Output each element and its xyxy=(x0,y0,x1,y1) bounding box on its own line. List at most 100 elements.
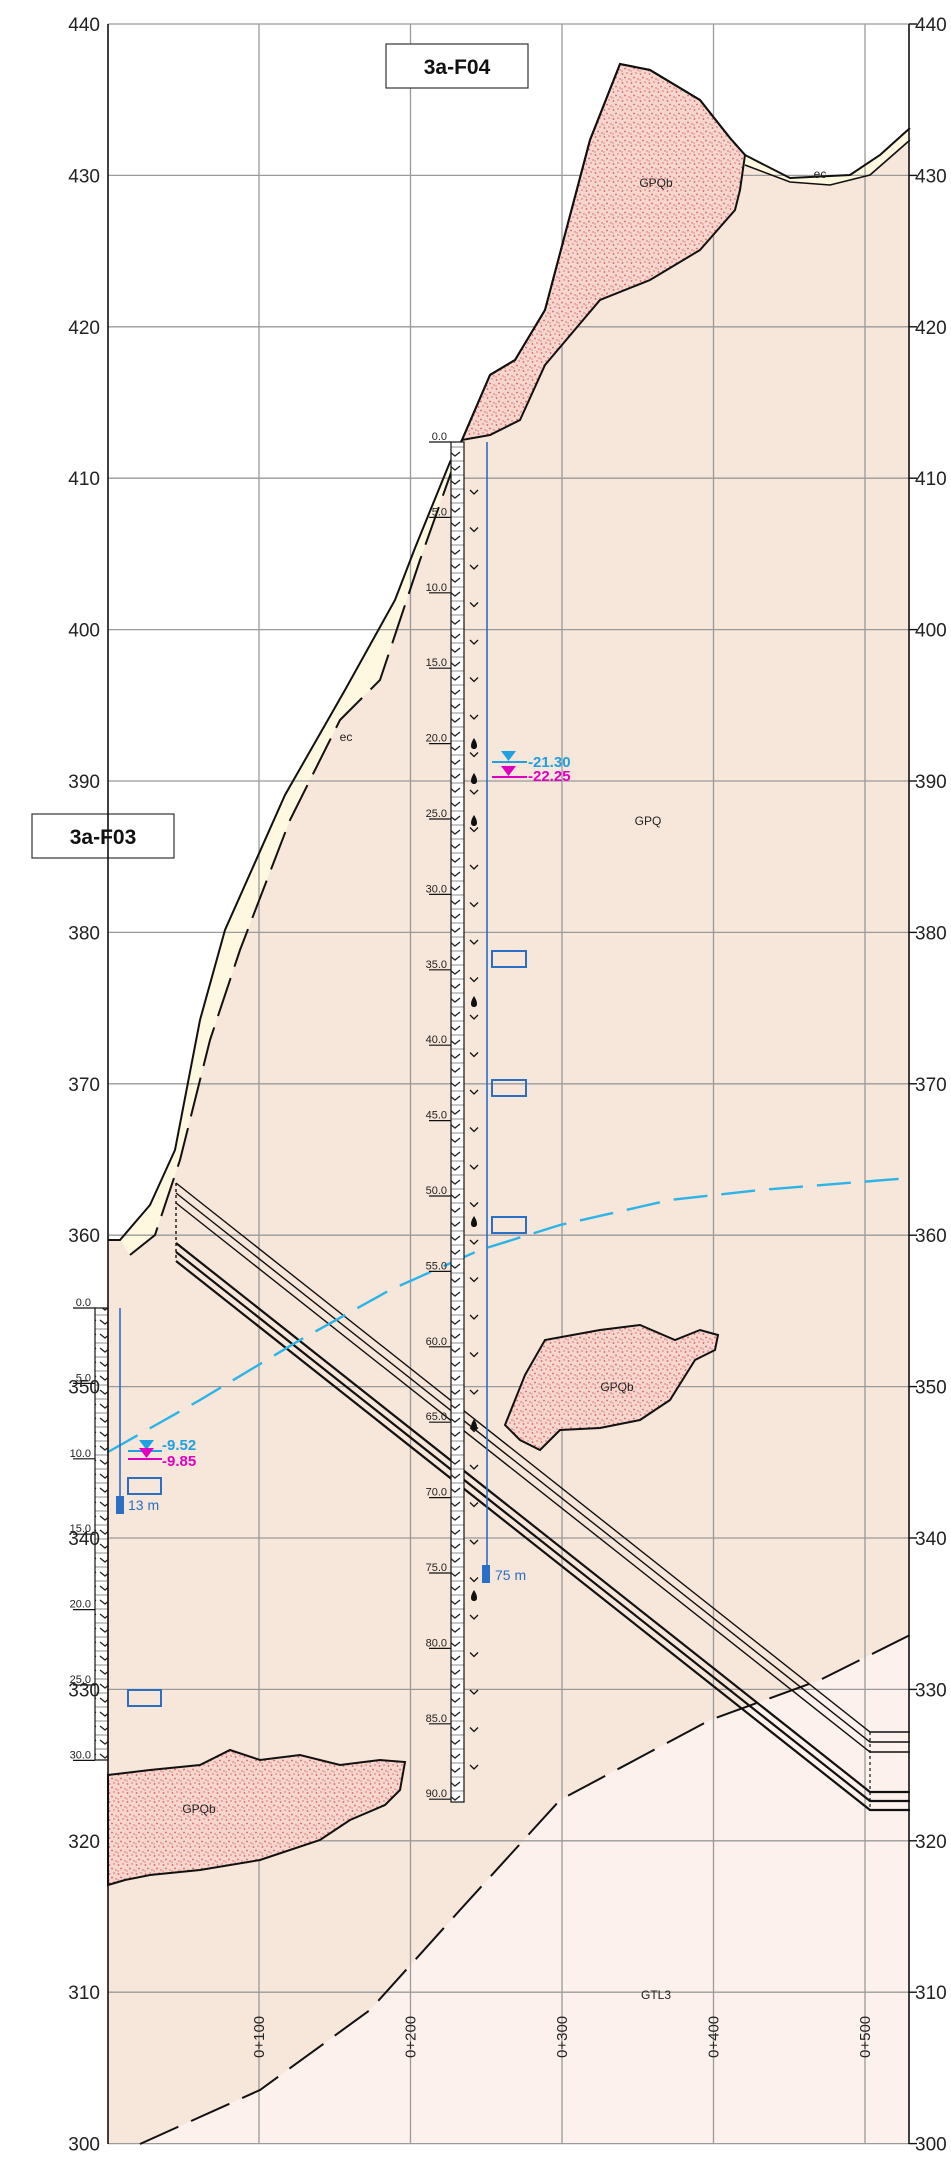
elevation-label-right: 360 xyxy=(915,1226,947,1247)
depth-label: 75.0 xyxy=(426,1562,447,1574)
elevation-label-right: 320 xyxy=(915,1832,947,1853)
chevron-mark xyxy=(469,1089,479,1095)
borehole-label-f03: 3a-F03 xyxy=(70,826,137,849)
elevation-label-right: 340 xyxy=(915,1529,947,1550)
chevron-mark xyxy=(469,602,479,608)
elevation-label-right: 440 xyxy=(915,15,947,36)
unit-label-ec-left: ec xyxy=(340,730,353,744)
chevron-mark xyxy=(469,1539,479,1545)
ground-surface xyxy=(108,62,911,1241)
chevron-mark xyxy=(469,1277,479,1283)
chevron-mark xyxy=(469,1352,479,1358)
water-level-marker-1-f04 xyxy=(501,751,516,761)
elevation-label-right: 390 xyxy=(915,772,947,793)
elevation-label-right: 400 xyxy=(915,621,947,642)
water-level-1-f04: -21.30 xyxy=(528,754,571,771)
water-drop-icon xyxy=(471,996,477,1007)
chevron-mark xyxy=(469,1164,479,1170)
unit-gtl3 xyxy=(140,1635,909,2144)
chevron-mark xyxy=(469,1314,479,1320)
chevron-mark xyxy=(469,977,479,983)
chevron-mark xyxy=(469,1764,479,1770)
chevron-mark xyxy=(469,1052,479,1058)
depth-label: 10.0 xyxy=(426,582,447,594)
depth-scale-f04: 0.0 5.0 10.0 15.0 20.0 25.0 30.0 35.0 40.0 45.0 50… xyxy=(426,431,451,1800)
chevron-mark xyxy=(469,1727,479,1733)
chevron-mark xyxy=(469,677,479,683)
piezometer-tip-f04 xyxy=(482,1565,490,1583)
elevation-label-left: 400 xyxy=(68,621,100,642)
elevation-label-left: 350 xyxy=(68,1378,100,1399)
elevation-label-left: 390 xyxy=(68,772,100,793)
depth-label: 0.0 xyxy=(432,431,447,443)
elevation-label-right: 330 xyxy=(915,1680,947,1701)
chevron-mark xyxy=(469,789,479,795)
depth-label: 55.0 xyxy=(426,1260,447,1272)
depth-label: 5.0 xyxy=(76,1372,91,1384)
water-level-marker-2-f03 xyxy=(139,1448,154,1458)
chevron-mark xyxy=(469,1127,479,1133)
station-label: 0+100 xyxy=(251,2016,268,2058)
depth-label: 20.0 xyxy=(70,1599,91,1611)
depth-label: 0.0 xyxy=(76,1297,91,1309)
colluvium-ec xyxy=(120,462,452,1255)
water-drop-icon xyxy=(471,1216,477,1227)
depth-label: 5.0 xyxy=(432,506,447,518)
depth-label: 15.0 xyxy=(426,657,447,669)
ec-base-line xyxy=(129,469,453,1256)
depth-label: 15.0 xyxy=(70,1523,91,1535)
unit-label-gpqb-lower: GPQb xyxy=(182,1802,216,1816)
elevation-label-left: 370 xyxy=(68,1075,100,1096)
elevation-label-left: 340 xyxy=(68,1529,100,1550)
chevron-mark xyxy=(469,1202,479,1208)
water-level-2-f03: -9.85 xyxy=(162,1453,196,1470)
station-label: 0+300 xyxy=(554,2016,571,2058)
unit-label-ec-right: ec xyxy=(814,167,827,181)
depth-label: 60.0 xyxy=(426,1336,447,1348)
chevron-mark xyxy=(469,564,479,570)
unit-label-gtl3: GTL3 xyxy=(641,1988,671,2002)
water-drop-icon xyxy=(471,738,477,749)
ec-base-line-right xyxy=(744,139,911,186)
depth-label: 90.0 xyxy=(426,1788,447,1800)
chevron-mark xyxy=(469,827,479,833)
unit-label-gpq: GPQ xyxy=(635,814,662,828)
elevation-label-right: 350 xyxy=(915,1378,947,1399)
borehole-label-box-f04 xyxy=(385,43,529,89)
chevron-mark xyxy=(469,902,479,908)
piezometer-tip-f03 xyxy=(116,1496,124,1514)
elevation-label-left: 330 xyxy=(68,1680,100,1701)
depth-scale-f03: 0.0 5.0 10.0 15.0 20.0 25.0 30.0 xyxy=(70,1297,95,1761)
sample-box-1-f03 xyxy=(127,1477,162,1495)
sample-box-1-f04 xyxy=(491,950,527,968)
chevron-mark xyxy=(469,1652,479,1658)
borehole-3a-F04: 75 m 0.0 5.0 10.0 15.0 20.0 25.0 30.0 35.0 40.0 4… xyxy=(385,43,571,1803)
depth-label: 25.0 xyxy=(426,808,447,820)
station-label: 0+200 xyxy=(403,2016,420,2058)
elevation-label-right: 300 xyxy=(915,2135,947,2156)
elevation-label-left: 300 xyxy=(68,2135,100,2156)
depth-label: 10.0 xyxy=(70,1448,91,1460)
elevation-label-right: 310 xyxy=(915,1983,947,2004)
depth-label: 70.0 xyxy=(426,1487,447,1499)
chevron-mark xyxy=(469,1502,479,1508)
sample-box-2-f04 xyxy=(491,1079,527,1097)
elevation-label-left: 420 xyxy=(68,318,100,339)
elevation-axis: 440 440 430 430 420 420 410 410 400 400 390 390 380 3… xyxy=(68,15,946,2156)
chevron-mark xyxy=(469,939,479,945)
elevation-label-right: 420 xyxy=(915,318,947,339)
depth-label: 80.0 xyxy=(426,1637,447,1649)
gpqb-body-middle xyxy=(503,1323,720,1452)
drill-marks-f04 xyxy=(469,489,479,1770)
depth-label: 35.0 xyxy=(426,959,447,971)
water-drop-icon xyxy=(471,1590,477,1601)
chevron-mark xyxy=(469,1389,479,1395)
unit-label-gpqb-top: GPQb xyxy=(639,176,673,190)
gtl3-boundary xyxy=(139,1634,911,2145)
elevation-label-left: 310 xyxy=(68,1983,100,2004)
elevation-label-right: 430 xyxy=(915,166,947,187)
depth-label: 20.0 xyxy=(426,733,447,745)
station-label: 0+400 xyxy=(706,2016,723,2058)
water-level-marker-1-f03 xyxy=(139,1440,154,1450)
